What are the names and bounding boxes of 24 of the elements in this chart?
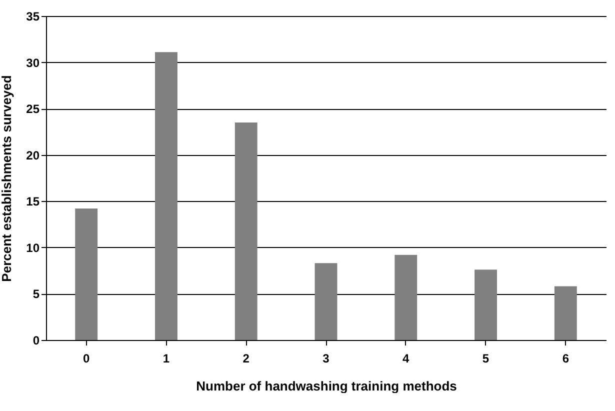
bar [234, 122, 258, 340]
x-tick-label: 3 [322, 352, 330, 366]
x-tick-label: 4 [402, 352, 410, 366]
x-tick-label: 5 [482, 352, 490, 366]
bar [554, 286, 577, 340]
y-tick-label: 35 [26, 10, 40, 24]
x-tick-label: 2 [242, 352, 250, 366]
bar [394, 254, 418, 340]
y-tick-label: 0 [32, 334, 40, 348]
y-tick-label: 25 [26, 102, 40, 116]
y-tick-label: 20 [26, 148, 40, 162]
bar [314, 263, 338, 340]
x-tick-label: 1 [162, 352, 170, 366]
bar [474, 270, 497, 340]
x-tick-label: 6 [562, 352, 570, 366]
bar [75, 208, 98, 340]
y-tick-label: 5 [32, 287, 40, 302]
y-tick-label: 15 [26, 194, 40, 209]
bar [155, 52, 178, 340]
y-tick-label: 30 [26, 56, 40, 70]
y-tick-label: 10 [26, 240, 40, 255]
x-axis-title: Number of handwashing training methods [196, 378, 457, 394]
x-tick-label: 0 [83, 352, 90, 366]
y-axis-title: Percent establishments surveyed [0, 75, 14, 282]
